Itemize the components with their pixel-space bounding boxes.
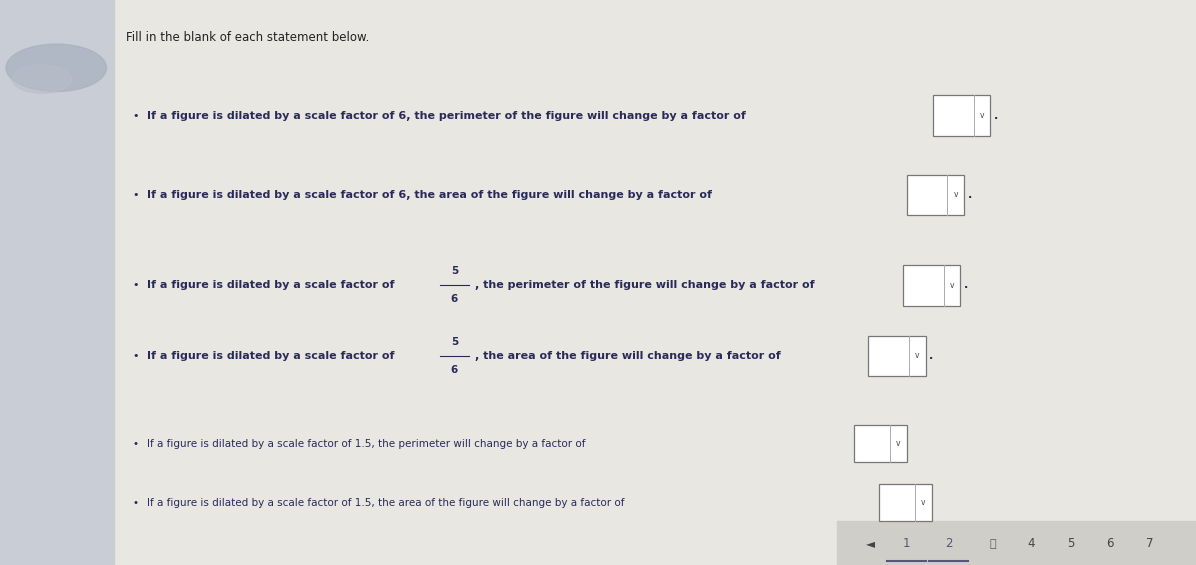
Bar (0, 0, 114, 565)
Text: v: v (921, 498, 926, 507)
Text: v: v (953, 190, 958, 199)
Text: If a figure is dilated by a scale factor of 1.5, the area of the figure will cha: If a figure is dilated by a scale factor… (147, 498, 624, 508)
Text: .: . (964, 280, 969, 290)
Text: •: • (132, 111, 139, 121)
Text: ◄: ◄ (866, 537, 875, 550)
Text: .: . (968, 190, 972, 200)
FancyBboxPatch shape (879, 484, 932, 521)
Text: 6: 6 (451, 365, 458, 375)
FancyBboxPatch shape (907, 175, 964, 215)
FancyBboxPatch shape (868, 336, 926, 376)
Bar (837, 521, 1196, 565)
Text: v: v (915, 351, 920, 360)
Text: v: v (980, 111, 984, 120)
Text: 5: 5 (451, 337, 458, 347)
FancyBboxPatch shape (933, 95, 990, 136)
Text: 2: 2 (945, 537, 952, 550)
FancyBboxPatch shape (854, 425, 907, 462)
Text: If a figure is dilated by a scale factor of: If a figure is dilated by a scale factor… (147, 280, 395, 290)
Text: •: • (132, 190, 139, 200)
Text: .: . (929, 351, 934, 361)
Text: v: v (896, 439, 901, 448)
Text: •: • (132, 351, 139, 361)
Circle shape (12, 65, 72, 93)
Text: •: • (132, 498, 139, 508)
Text: 6: 6 (1106, 537, 1113, 550)
Text: If a figure is dilated by a scale factor of: If a figure is dilated by a scale factor… (147, 351, 395, 361)
Text: If a figure is dilated by a scale factor of 1.5, the perimeter will change by a : If a figure is dilated by a scale factor… (147, 438, 586, 449)
Text: If a figure is dilated by a scale factor of 6, the perimeter of the figure will : If a figure is dilated by a scale factor… (147, 111, 746, 121)
Text: .: . (994, 111, 999, 121)
Text: 1: 1 (903, 537, 910, 550)
Text: 7: 7 (1146, 537, 1153, 550)
Text: 4: 4 (1027, 537, 1035, 550)
Text: •: • (132, 438, 139, 449)
Text: 5: 5 (451, 266, 458, 276)
Text: , the area of the figure will change by a factor of: , the area of the figure will change by … (475, 351, 781, 361)
Text: •: • (132, 280, 139, 290)
Text: 5: 5 (1067, 537, 1074, 550)
Text: Fill in the blank of each statement below.: Fill in the blank of each statement belo… (126, 31, 368, 44)
Circle shape (6, 44, 106, 92)
Text: , the perimeter of the figure will change by a factor of: , the perimeter of the figure will chang… (475, 280, 814, 290)
Text: 6: 6 (451, 294, 458, 305)
Text: If a figure is dilated by a scale factor of 6, the area of the figure will chang: If a figure is dilated by a scale factor… (147, 190, 712, 200)
Text: v: v (950, 281, 954, 290)
Text: 👆: 👆 (989, 538, 996, 549)
FancyBboxPatch shape (903, 265, 960, 306)
